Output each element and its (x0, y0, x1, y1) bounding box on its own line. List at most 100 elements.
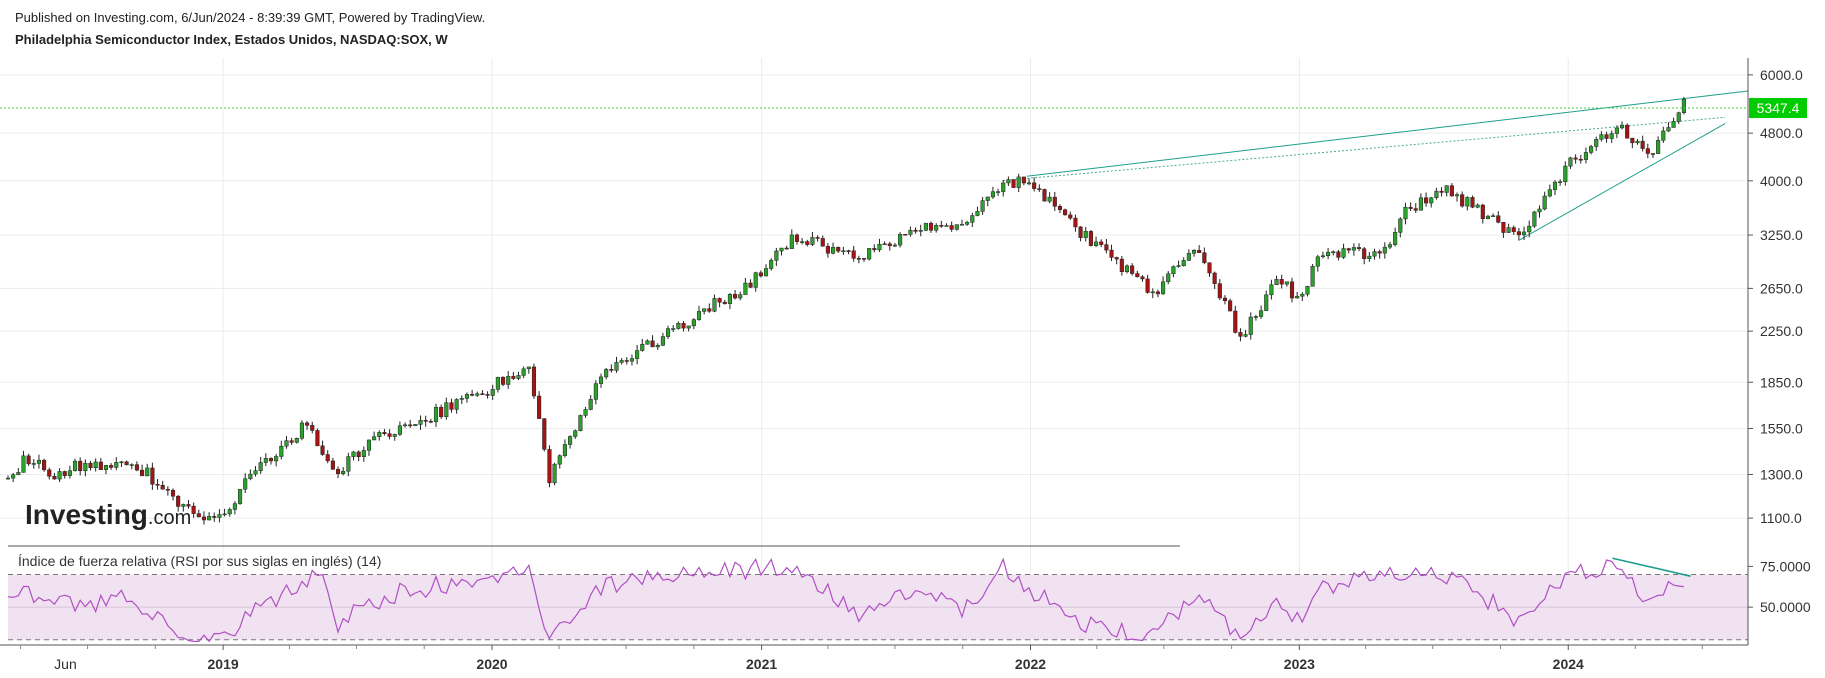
candle-up (1444, 185, 1449, 193)
candle-up (877, 243, 882, 251)
candle-up (464, 394, 469, 399)
candle-down (1449, 185, 1454, 197)
candle-down (1470, 197, 1475, 208)
candle-down (335, 469, 341, 475)
candle-up (1403, 206, 1408, 220)
candle-up (1552, 181, 1558, 190)
candle-up (1522, 231, 1527, 236)
price-axis: 6000.0 4800.0 4000.0 3250.0 2650.0 2250.0 1850… (1748, 67, 1803, 526)
candle-up (1006, 179, 1011, 184)
investing-logo-wordmark: Investing.com (25, 499, 191, 530)
candle-up (377, 432, 382, 437)
candle-down (681, 323, 686, 329)
candle-up (1563, 165, 1568, 183)
candle-up (1259, 310, 1264, 317)
candle-down (733, 294, 738, 299)
candle-up (666, 328, 671, 337)
candle-up (1609, 133, 1614, 139)
rsi-trendline-segment (1612, 557, 1691, 577)
candle-down (748, 282, 753, 288)
candle-up (217, 514, 222, 518)
candle-up (552, 463, 557, 484)
candle-down (1408, 206, 1413, 209)
candle-up (738, 294, 743, 299)
candle-down (1197, 250, 1202, 253)
candle-down (1650, 153, 1656, 155)
candle-up (789, 234, 794, 249)
candle-down (547, 449, 552, 484)
candle-up (1661, 130, 1666, 141)
candle-up (985, 196, 990, 201)
candle-up (5, 477, 11, 480)
candle-up (57, 471, 62, 480)
candle-down (794, 234, 800, 242)
candle-up (1454, 194, 1460, 197)
candle-up (702, 308, 707, 312)
candle-up (506, 376, 511, 385)
candle-up (831, 247, 836, 254)
candle-down (470, 394, 475, 396)
candle-down (1480, 204, 1485, 219)
candle-up (372, 436, 377, 441)
candle-up (1398, 218, 1403, 233)
price-tick-label: 1550.0 (1760, 420, 1803, 436)
candle-down (124, 461, 129, 466)
candle-down (1377, 251, 1382, 254)
candle-up (114, 462, 119, 468)
candle-down (201, 516, 207, 521)
candle-up (1547, 189, 1552, 197)
candle-down (758, 272, 763, 277)
candle-down (537, 395, 542, 419)
candle-down (1362, 248, 1367, 259)
rsi-trendline (1612, 557, 1691, 577)
candle-down (903, 234, 908, 236)
candle-up (516, 375, 521, 379)
candle-down (52, 476, 57, 480)
candle-down (1578, 158, 1583, 161)
candle-up (779, 247, 784, 252)
candle-down (939, 225, 944, 227)
price-tick-label: 4800.0 (1760, 125, 1803, 141)
candle-down (609, 369, 614, 371)
candle-down (1063, 209, 1068, 216)
candle-up (655, 345, 660, 348)
candle-up (753, 272, 758, 288)
candle-up (769, 260, 774, 269)
candle-down (815, 237, 820, 239)
candle-up (129, 464, 134, 466)
candle-down (170, 489, 176, 497)
candle-up (1418, 197, 1423, 211)
logo-suffix: .com (148, 507, 191, 529)
candle-down (1145, 278, 1150, 293)
candle-down (1207, 262, 1212, 274)
candle-down (1119, 258, 1124, 272)
candle-up (1666, 127, 1671, 132)
candle-down (320, 445, 325, 455)
candle-up (944, 225, 949, 227)
candle-down (511, 376, 516, 379)
candle-up (351, 451, 356, 457)
candle-up (263, 458, 268, 463)
candle-up (975, 211, 980, 216)
candle-up (1295, 295, 1300, 299)
candle-up (774, 250, 779, 261)
candle-down (1032, 182, 1037, 189)
candle-down (1217, 283, 1222, 299)
candle-up (279, 445, 284, 457)
time-tick-label: 2019 (208, 656, 239, 672)
candle-down (820, 238, 825, 247)
candle-up (588, 399, 593, 410)
candle-up (16, 472, 21, 475)
candle-down (856, 258, 861, 260)
candle-down (176, 495, 181, 507)
candle-up (743, 282, 748, 295)
candle-down (1356, 247, 1362, 249)
candle-down (289, 440, 294, 443)
candle-down (1130, 265, 1135, 274)
candle-up (1150, 291, 1155, 294)
candle-up (145, 467, 150, 477)
candle-down (165, 488, 170, 491)
candle-down (1573, 157, 1578, 160)
candle-up (635, 350, 640, 359)
